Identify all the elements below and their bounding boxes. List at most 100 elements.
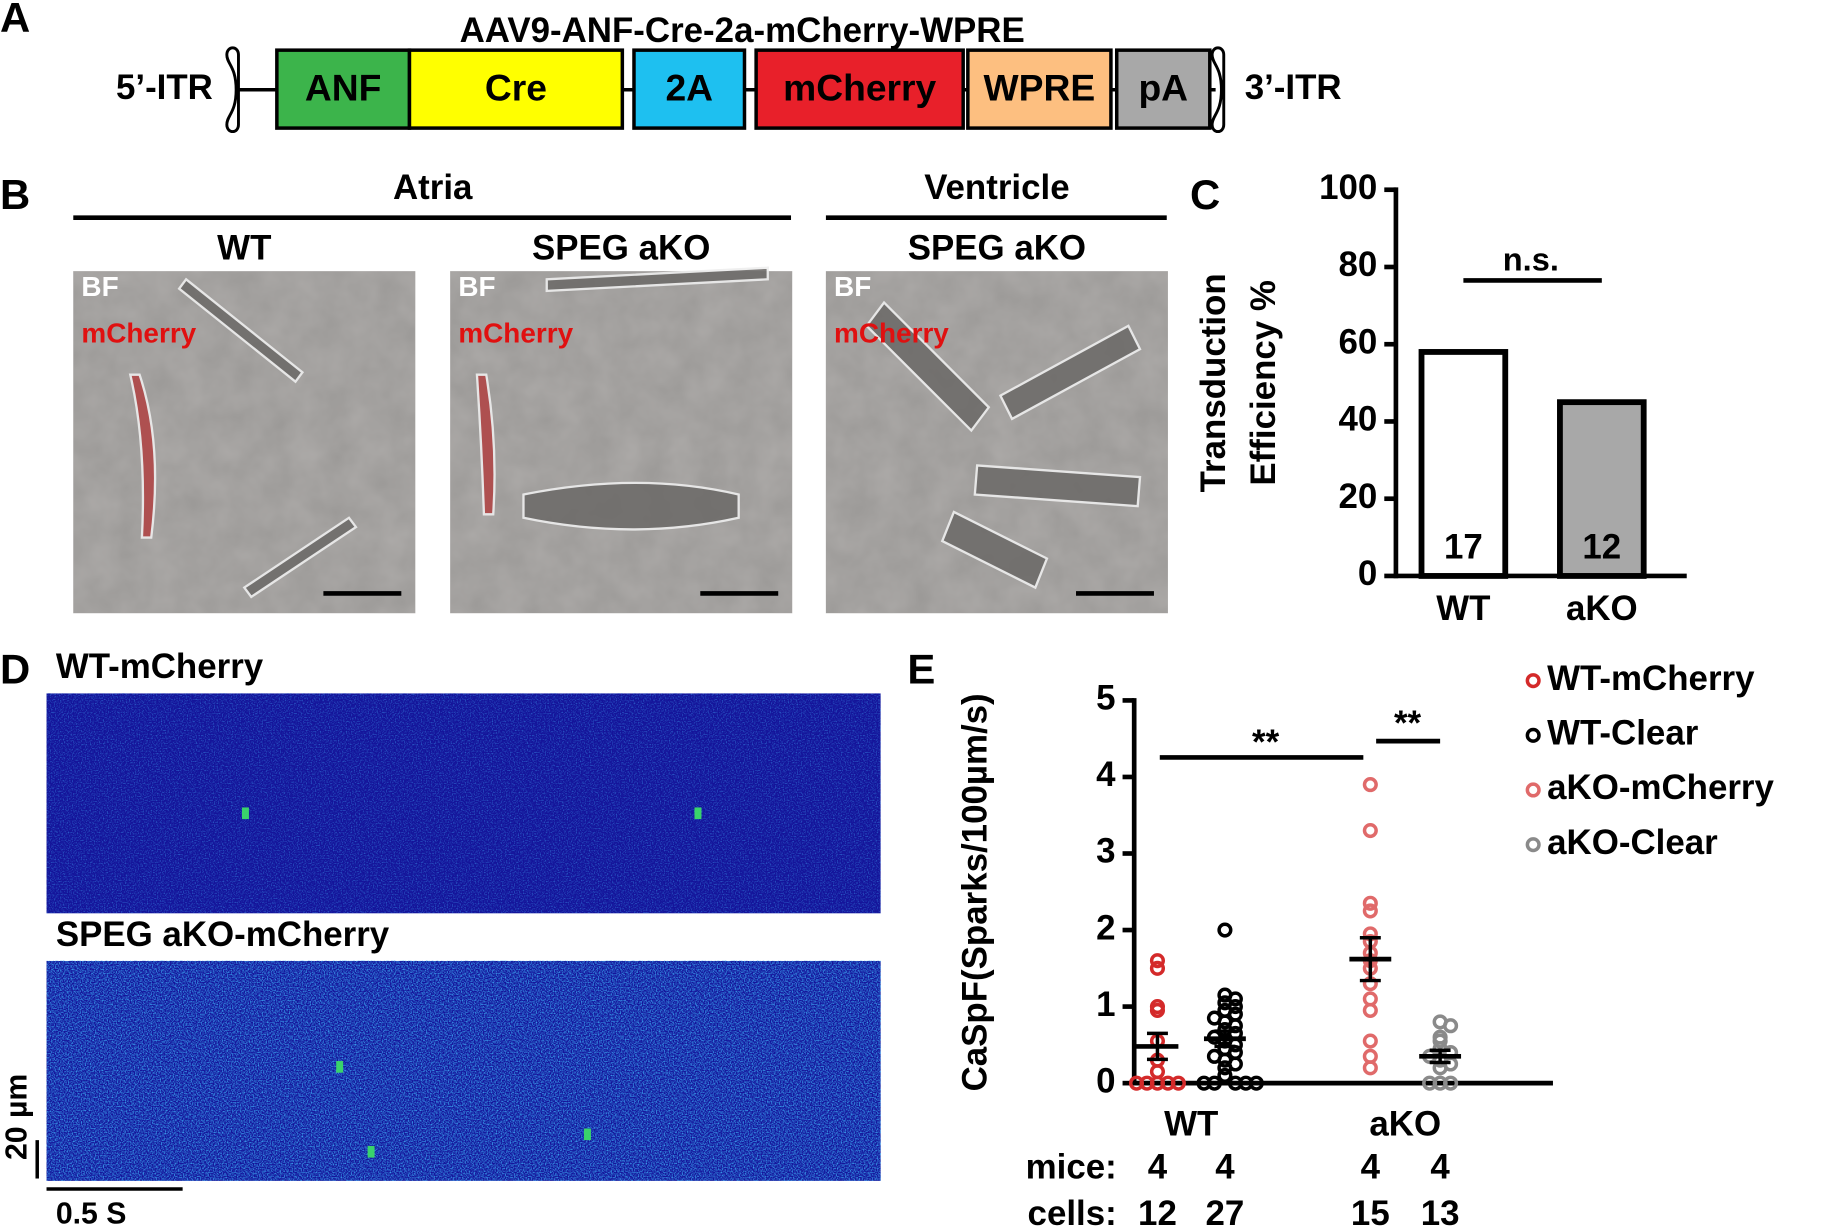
cell <box>940 510 1049 590</box>
bf-label: BF <box>458 271 495 302</box>
panel-label: D <box>0 646 30 693</box>
point <box>1362 1033 1378 1049</box>
mcherry-label: mCherry <box>458 318 573 349</box>
cell <box>475 373 496 516</box>
table-value: 13 <box>1421 1194 1460 1231</box>
legend-entry: aKO-mCherry <box>1547 768 1774 807</box>
point <box>1362 1002 1378 1018</box>
point <box>1362 777 1378 793</box>
table-value: 15 <box>1351 1194 1390 1231</box>
image-label: SPEG aKO <box>532 228 710 267</box>
panel-label: B <box>0 171 30 218</box>
x-tick-label: aKO <box>1566 589 1638 628</box>
legend-entry: aKO-Clear <box>1547 823 1718 862</box>
itr-label: 3’-ITR <box>1245 68 1342 107</box>
y-axis-label: Efficiency % <box>1244 280 1283 485</box>
scan-label: SPEG aKO-mCherry <box>56 915 390 954</box>
point <box>1362 822 1378 839</box>
panel-label: A <box>0 0 30 41</box>
y-tick-label: 80 <box>1339 245 1378 284</box>
y-tick-label: 0 <box>1358 554 1377 593</box>
bar <box>1557 399 1647 579</box>
mcherry-label: mCherry <box>81 318 196 349</box>
cell <box>242 516 358 599</box>
y-tick-label: 40 <box>1339 400 1378 439</box>
linescan-texture <box>46 960 881 1181</box>
element-label: pA <box>1138 67 1188 109</box>
point <box>1362 1060 1378 1076</box>
count-label: 12 <box>1582 527 1621 566</box>
figure-layer: A B C D E AAV9-ANF-Cre-2a-mCherry-WPRE 5’-ITR 3… <box>0 0 1775 1231</box>
cell <box>128 373 157 539</box>
cell <box>177 277 305 384</box>
group-label: Atria <box>393 168 473 207</box>
spark <box>694 807 702 820</box>
point <box>1248 1075 1264 1091</box>
spark <box>241 807 249 820</box>
y-tick-label: 20 <box>1339 477 1378 516</box>
y-tick-label: 100 <box>1319 168 1377 207</box>
legend-marker <box>1525 673 1541 689</box>
count-label: 17 <box>1444 527 1483 566</box>
cell <box>973 464 1142 508</box>
bf-label: BF <box>81 271 118 302</box>
panel-label: C <box>1190 171 1220 218</box>
image-label: WT <box>217 228 271 267</box>
point <box>1196 1075 1212 1091</box>
x-tick-label: WT <box>1164 1104 1218 1143</box>
table-value: 12 <box>1138 1194 1177 1231</box>
scale-label: 0.5 S <box>56 1198 127 1231</box>
scan-label: WT-mCherry <box>56 647 264 686</box>
legend-entry: WT-mCherry <box>1547 659 1755 698</box>
point <box>1217 1060 1233 1076</box>
cell <box>865 300 991 433</box>
panel-label: E <box>907 646 935 693</box>
point <box>1422 1075 1438 1091</box>
element-label: ANF <box>305 67 381 109</box>
construct-element <box>407 48 625 130</box>
spark <box>336 1061 344 1073</box>
construct-element <box>632 48 747 130</box>
y-tick-label: 3 <box>1096 832 1115 871</box>
bf-label: BF <box>834 271 871 302</box>
point <box>1432 1033 1448 1049</box>
x-tick-label: aKO <box>1369 1104 1441 1143</box>
construct-title: AAV9-ANF-Cre-2a-mCherry-WPRE <box>460 11 1025 50</box>
point <box>1149 953 1166 969</box>
table-value: 4 <box>1430 1147 1450 1186</box>
itr <box>225 46 240 134</box>
group-label: Ventricle <box>924 168 1069 207</box>
y-tick-label: 2 <box>1096 908 1115 947</box>
y-tick-label: 1 <box>1096 985 1115 1024</box>
table-value: 4 <box>1215 1147 1235 1186</box>
spark <box>583 1128 591 1141</box>
annotation: ** <box>1394 704 1422 743</box>
cell <box>998 324 1142 421</box>
table-value: 4 <box>1361 1147 1381 1186</box>
itr <box>1210 46 1226 134</box>
y-tick-label: 4 <box>1096 755 1116 794</box>
construct-element <box>966 48 1113 130</box>
legend-marker <box>1525 837 1541 853</box>
construct-element <box>1114 48 1212 130</box>
point <box>1362 903 1378 919</box>
table-value: 4 <box>1148 1147 1168 1186</box>
linescan-texture <box>46 693 881 914</box>
y-tick-label: 5 <box>1096 679 1115 718</box>
table-row-label: mice: <box>1026 1147 1117 1186</box>
point <box>1149 1002 1166 1018</box>
point <box>1217 1067 1233 1084</box>
element-label: mCherry <box>783 67 936 109</box>
point <box>1149 960 1166 976</box>
mcherry-label: mCherry <box>834 318 949 349</box>
legend-marker <box>1525 727 1541 743</box>
table-value: 27 <box>1206 1194 1245 1231</box>
table-row-label: cells: <box>1028 1194 1117 1231</box>
element-label: 2A <box>665 67 713 109</box>
y-tick-label: 60 <box>1339 322 1378 361</box>
point <box>1443 1018 1459 1034</box>
element-label: Cre <box>485 67 547 109</box>
point <box>1217 922 1233 938</box>
y-axis-label: CaSpF(Sparks/100µm/s) <box>955 693 994 1091</box>
